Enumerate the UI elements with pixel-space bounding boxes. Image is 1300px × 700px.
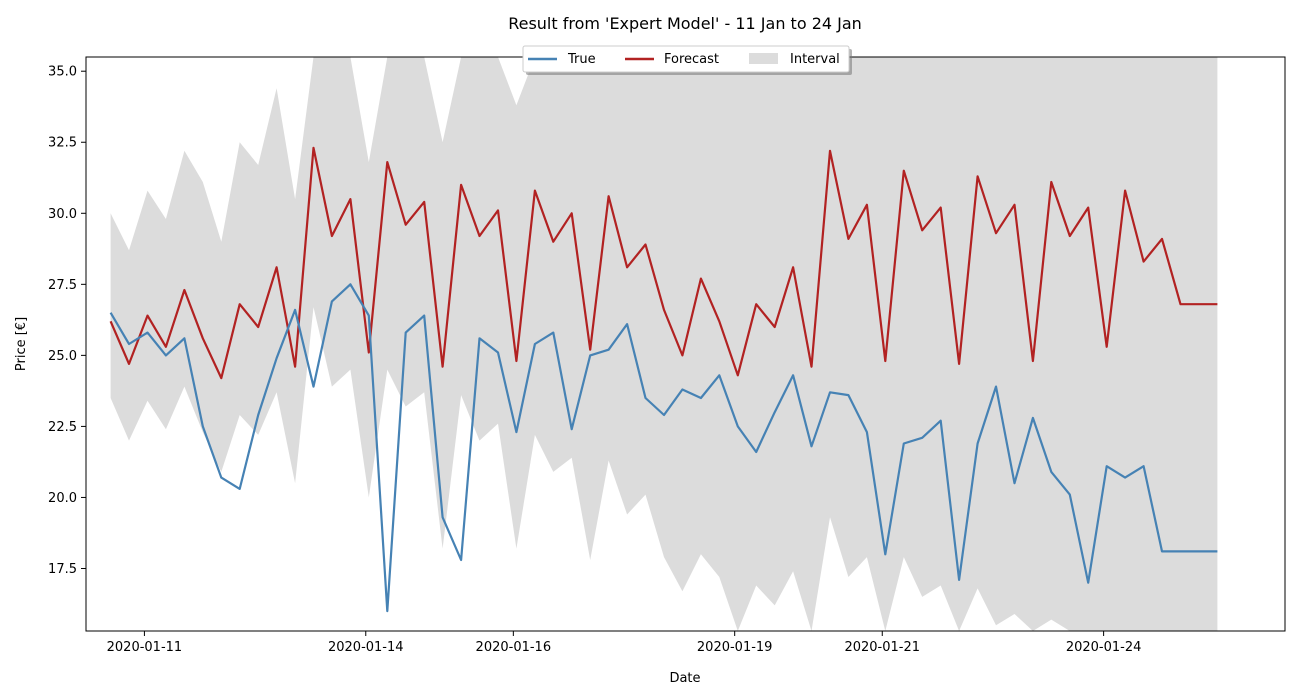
- legend-interval-swatch: [749, 53, 778, 64]
- true-line: [109, 283, 1218, 613]
- x-tick-label: 2020-01-19: [697, 640, 773, 655]
- y-tick-label: 32.5: [48, 136, 77, 151]
- y-tick-label: 25.0: [48, 349, 77, 364]
- chart-title: Result from 'Expert Model' - 11 Jan to 2…: [508, 14, 862, 33]
- y-axis: 17.5 20.0 22.5 25.0 27.5 30.0 32.5 35.0: [48, 65, 86, 577]
- interval-layer: [110, 57, 1218, 631]
- legend-forecast-label: Forecast: [664, 52, 719, 67]
- plot-area: [85, 56, 1286, 632]
- interval-band: [110, 57, 1218, 631]
- x-tick-label: 2020-01-11: [107, 640, 183, 655]
- y-tick-label: 20.0: [48, 491, 77, 506]
- x-tick-label: 2020-01-16: [476, 640, 552, 655]
- y-tick-label: 22.5: [48, 420, 77, 435]
- x-axis: 2020-01-11 2020-01-14 2020-01-16 2020-01-19…: [107, 631, 1142, 655]
- legend-true-label: True: [567, 52, 596, 67]
- y-tick-label: 35.0: [48, 65, 77, 80]
- legend-interval-label: Interval: [790, 52, 840, 67]
- forecast-line: [109, 146, 1218, 380]
- y-tick-label: 17.5: [48, 562, 77, 577]
- legend: True Forecast Interval: [522, 45, 852, 75]
- x-tick-label: 2020-01-14: [328, 640, 404, 655]
- y-axis-label: Price [€]: [14, 317, 29, 371]
- y-tick-label: 27.5: [48, 278, 77, 293]
- x-axis-label: Date: [669, 671, 700, 686]
- y-tick-label: 30.0: [48, 207, 77, 222]
- x-tick-label: 2020-01-21: [844, 640, 920, 655]
- legend-box: [522, 45, 850, 73]
- series-layer: [109, 146, 1218, 613]
- x-tick-label: 2020-01-24: [1066, 640, 1142, 655]
